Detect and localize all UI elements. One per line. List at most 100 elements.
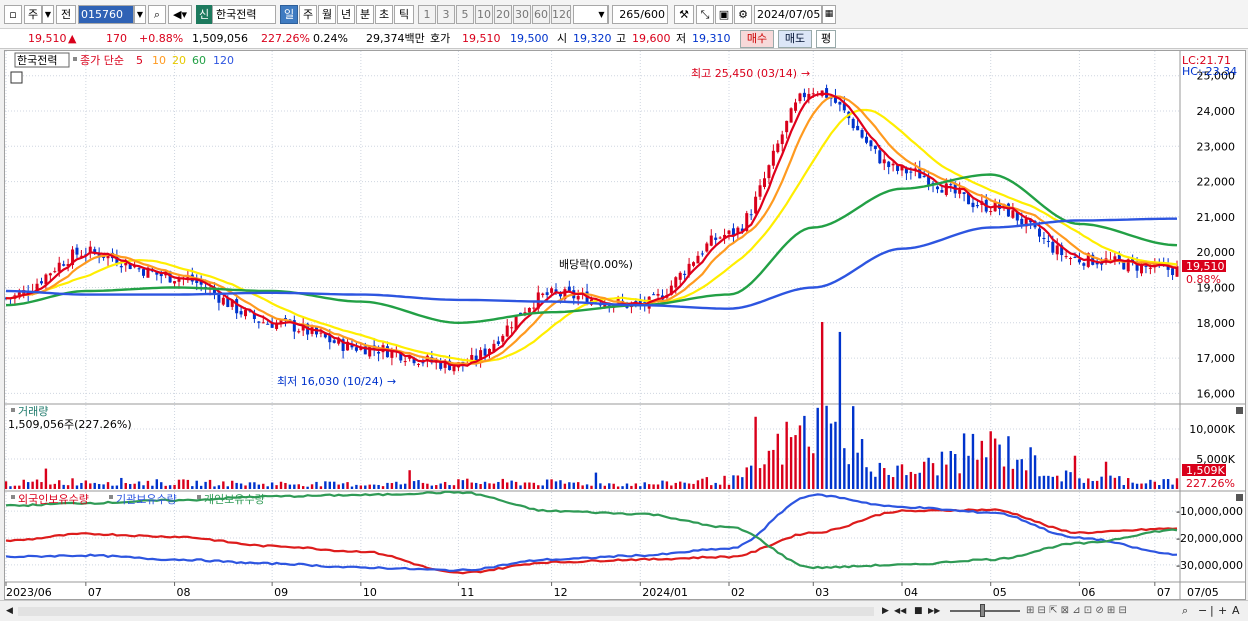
volume-bar bbox=[412, 481, 416, 489]
candle-body bbox=[652, 294, 656, 296]
period-week-button[interactable]: 주 bbox=[299, 5, 317, 24]
count-field[interactable]: 265/600 bbox=[612, 5, 668, 24]
tool-icons[interactable]: ⊞ ⊟ ⇱ ⊠ ⊿ ⊡ ⊘ ⊞ ⊟ bbox=[1026, 605, 1127, 616]
calculator-icon[interactable] bbox=[10, 71, 23, 84]
period-month-button[interactable]: 월 bbox=[318, 5, 336, 24]
interval-3-button[interactable]: 3 bbox=[437, 5, 455, 24]
volume-bar bbox=[151, 485, 154, 489]
zoom-out-button[interactable]: − bbox=[1198, 604, 1208, 617]
chart-tools-icon[interactable]: ⚒ bbox=[674, 5, 694, 24]
volume-bar bbox=[670, 485, 673, 489]
font-size-button[interactable]: A bbox=[1232, 604, 1240, 617]
period-unit-select[interactable]: 주 bbox=[24, 5, 42, 24]
zoom-slider-handle[interactable] bbox=[980, 604, 985, 617]
price-change-pct: +0.88% bbox=[139, 32, 184, 45]
x-axis-label: 06 bbox=[1081, 586, 1095, 599]
volume-bar bbox=[954, 454, 957, 489]
period-second-button[interactable]: 초 bbox=[375, 5, 393, 24]
candle-body bbox=[479, 350, 483, 362]
volume-bar bbox=[599, 483, 602, 489]
stock-chart-svg[interactable]: 25,000 24,000 23,000 22,000 21,000 20,000 19,0… bbox=[5, 51, 1245, 599]
volume-bar bbox=[208, 479, 212, 489]
candle-body bbox=[940, 190, 944, 193]
volume-bar bbox=[204, 481, 207, 489]
x-axis-label: 05 bbox=[993, 586, 1007, 599]
volume-bar bbox=[763, 464, 766, 489]
candle-body bbox=[403, 361, 407, 363]
zoom-in-button[interactable]: + bbox=[1218, 604, 1228, 617]
candle-body bbox=[62, 264, 66, 266]
period-day-button[interactable]: 일 bbox=[280, 5, 298, 24]
interval-20-button[interactable]: 20 bbox=[494, 5, 512, 24]
volume-bar bbox=[315, 481, 318, 489]
interval-120-button[interactable]: 120 bbox=[551, 5, 571, 24]
x-axis-label: 2023/06 bbox=[6, 586, 52, 599]
speaker-icon[interactable]: ◀▾ bbox=[168, 5, 192, 24]
candle-body bbox=[350, 343, 354, 348]
volume-bar bbox=[501, 478, 504, 489]
volume-bar bbox=[381, 486, 385, 489]
compare-icon[interactable]: ⤡ bbox=[696, 5, 714, 24]
price-axis-label: 25,000 bbox=[1197, 70, 1236, 83]
volume-bar bbox=[559, 480, 562, 489]
magnify-icon[interactable]: ⌕ bbox=[1182, 604, 1189, 617]
settings-gear-icon[interactable]: ⚙ bbox=[734, 5, 752, 24]
interval-5-button[interactable]: 5 bbox=[456, 5, 474, 24]
volume-bar bbox=[1113, 477, 1117, 489]
date-input[interactable]: 2024/07/05 bbox=[754, 5, 822, 24]
volume-bar bbox=[284, 482, 287, 489]
buy-button[interactable]: 매수 bbox=[740, 30, 774, 48]
save-icon[interactable]: ▣ bbox=[715, 5, 733, 24]
holdings-panel-close-icon[interactable] bbox=[1236, 494, 1243, 501]
sell-button[interactable]: 매도 bbox=[778, 30, 812, 48]
calendar-icon[interactable]: ▦ bbox=[822, 5, 836, 24]
stock-legend-box[interactable] bbox=[14, 52, 70, 68]
ma120-line bbox=[5, 217, 1177, 310]
interval-10-button[interactable]: 10 bbox=[475, 5, 493, 24]
stop-button[interactable]: ■ bbox=[914, 606, 923, 616]
volume-bar bbox=[922, 461, 926, 489]
horizontal-scrollbar[interactable] bbox=[18, 607, 874, 616]
candle-body bbox=[1117, 254, 1121, 261]
chart-area[interactable]: 25,000 24,000 23,000 22,000 21,000 20,000 19,0… bbox=[4, 50, 1246, 600]
candle-body bbox=[377, 351, 381, 354]
price-axis-label: 18,000 bbox=[1197, 317, 1236, 330]
chart-window-icon[interactable]: ▫ bbox=[4, 5, 22, 24]
volume-legend-value: 1,509,056주(227.26%) bbox=[8, 418, 132, 431]
volume-bar bbox=[333, 481, 336, 489]
prev-button[interactable]: 전 bbox=[56, 5, 76, 24]
candle-body bbox=[674, 277, 678, 288]
candle-body bbox=[944, 183, 948, 195]
custom-dropdown-icon[interactable]: ▼ bbox=[596, 5, 608, 24]
x-axis-label: 09 bbox=[274, 586, 288, 599]
scroll-left-button[interactable]: ◀ bbox=[6, 606, 13, 616]
x-axis-right-label: 07/05 bbox=[1187, 586, 1219, 599]
prev-page-button[interactable]: ◀◀ bbox=[894, 606, 907, 615]
interval-60-button[interactable]: 60 bbox=[532, 5, 550, 24]
volume-bar bbox=[226, 486, 229, 489]
period-tick-button[interactable]: 틱 bbox=[394, 5, 414, 24]
volume-bar bbox=[266, 486, 269, 489]
next-page-button[interactable]: ▶▶ bbox=[928, 606, 941, 615]
volume-bar bbox=[798, 425, 802, 489]
volume-panel-close-icon[interactable] bbox=[1236, 407, 1243, 414]
interval-1-button[interactable]: 1 bbox=[418, 5, 436, 24]
volume-bar bbox=[856, 452, 859, 489]
play-button[interactable]: ▶ bbox=[882, 606, 889, 616]
dropdown-icon[interactable]: ▼ bbox=[42, 5, 54, 24]
period-year-button[interactable]: 년 bbox=[337, 5, 355, 24]
candle-body bbox=[935, 186, 939, 190]
zoom-slider[interactable] bbox=[950, 610, 1020, 612]
period-minute-button[interactable]: 분 bbox=[356, 5, 374, 24]
volume-bar bbox=[834, 421, 837, 489]
search-icon[interactable]: ⌕ bbox=[148, 5, 166, 24]
interval-30-button[interactable]: 30 bbox=[513, 5, 531, 24]
candle-body bbox=[363, 346, 367, 355]
evaluation-button[interactable]: 평 bbox=[816, 30, 836, 48]
code-dropdown-icon[interactable]: ▼ bbox=[134, 5, 146, 24]
stock-code-input[interactable]: 015760 bbox=[78, 5, 134, 24]
volume-bar bbox=[111, 485, 114, 489]
volume-bar bbox=[1064, 470, 1068, 489]
credit-badge: 신 bbox=[196, 5, 212, 24]
volume-bar bbox=[155, 479, 159, 489]
